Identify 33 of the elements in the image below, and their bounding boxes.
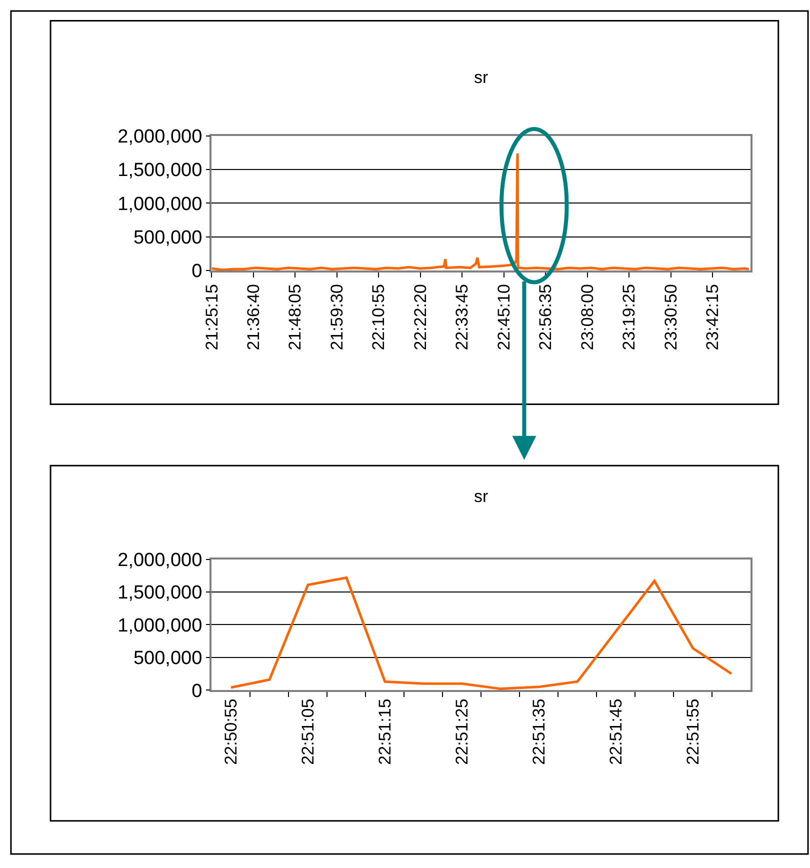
x-tick-label: 21:36:40 [244,284,263,350]
x-tick-label: 22:33:45 [452,284,472,350]
x-tick-label: 22:22:20 [410,284,430,350]
line-series [230,576,733,690]
y-tick-label: 1,000,000 [118,194,202,215]
y-tick-label: 0 [192,680,202,702]
x-tick-label: 22:45:10 [494,284,514,350]
x-tick-label: 22:10:55 [369,284,388,350]
y-tick-label: 2,000,000 [118,126,202,148]
x-tick-label: 22:51:05 [298,698,318,765]
x-tick-label: 23:08:00 [578,284,597,350]
x-tick-label: 22:51:45 [606,698,626,765]
x-tick-label: 22:51:35 [529,698,548,765]
y-tick-label: 1,500,000 [118,582,202,604]
chart-title: sr [474,68,488,87]
x-tick-label: 22:56:35 [536,284,556,350]
x-tick-label: 23:30:50 [661,284,680,350]
x-tick-label: 22:51:15 [375,698,394,765]
chart-title: sr [474,487,488,506]
x-tick-label: 21:59:30 [327,284,346,350]
y-tick-label: 1,000,000 [118,615,202,636]
x-tick-label: 23:19:25 [620,284,639,350]
x-tick-label: 22:51:55 [683,698,702,765]
x-tick-label: 22:51:25 [452,698,472,765]
x-tick-label: 23:42:15 [703,284,722,350]
y-tick-label: 2,000,000 [118,550,202,572]
y-tick-label: 1,500,000 [118,160,202,182]
x-tick-label: 21:48:05 [286,284,305,350]
y-tick-label: 500,000 [133,648,202,670]
y-tick-label: 500,000 [133,228,202,249]
x-tick-label: 22:50:55 [221,698,240,765]
y-tick-label: 0 [192,261,202,282]
x-tick-label: 21:25:15 [202,284,222,350]
